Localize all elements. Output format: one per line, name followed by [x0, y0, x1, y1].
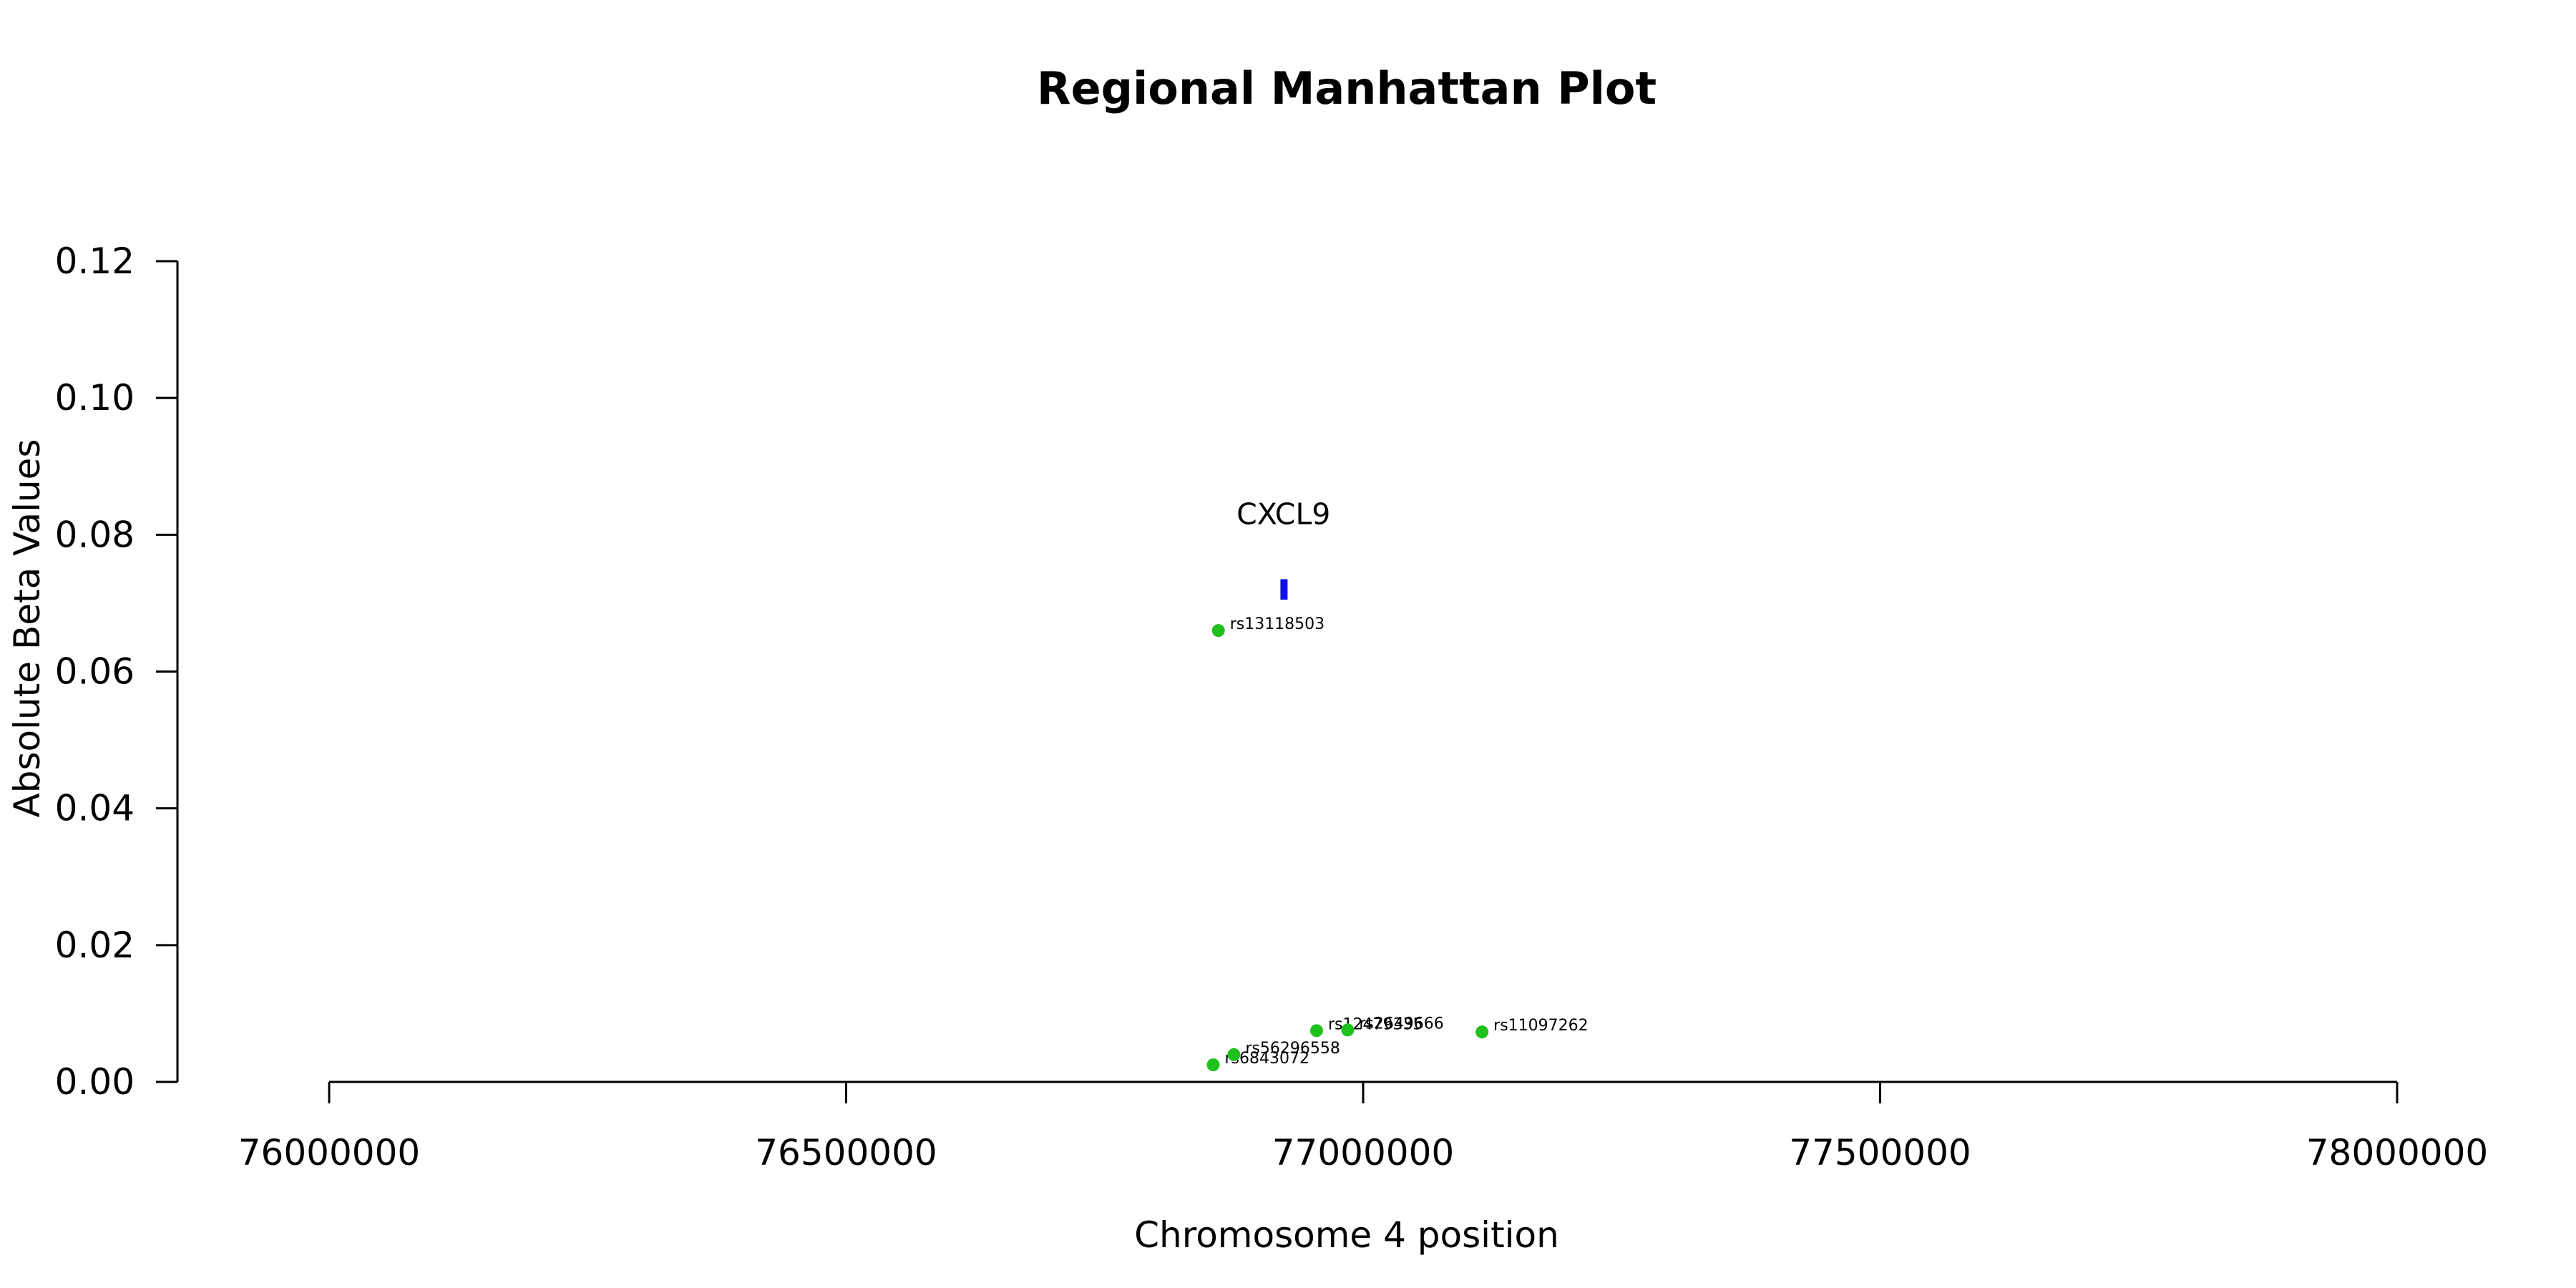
- snp-point: [1309, 1024, 1323, 1038]
- y-axis-label: Absolute Beta Values: [6, 439, 48, 818]
- y-axis: 0.00 0.02 0.04 0.06 0.08 0.10 0.12: [55, 240, 179, 1103]
- y-tick-label: 0.12: [55, 240, 135, 282]
- snp-point: [1211, 624, 1225, 638]
- snp-point: [1475, 1025, 1489, 1039]
- snp-point: [1341, 1023, 1355, 1037]
- snp-point: [1206, 1058, 1220, 1072]
- x-tick-label: 76000000: [238, 1132, 421, 1174]
- snp-points: rs6843072rs13118503rs56296558rs12479335r…: [1206, 615, 1589, 1072]
- x-tick-label: 77000000: [1272, 1132, 1455, 1174]
- snp-label: rs13118503: [1230, 615, 1324, 633]
- gene-label: CXCL9: [1236, 497, 1330, 531]
- x-tick-label: 76500000: [755, 1132, 937, 1174]
- chart-title: Regional Manhattan Plot: [1037, 62, 1657, 114]
- y-tick-label: 0.04: [55, 788, 135, 829]
- y-tick-label: 0.08: [55, 514, 135, 555]
- y-tick-label: 0.06: [55, 651, 135, 693]
- x-tick-label: 78000000: [2306, 1132, 2489, 1174]
- y-tick-label: 0.00: [55, 1061, 135, 1103]
- gene-track: CXCL9: [1236, 497, 1330, 600]
- snp-label: rs56296558: [1245, 1040, 1340, 1058]
- snp-label: rs11097262: [1493, 1017, 1588, 1035]
- y-tick-label: 0.10: [55, 377, 135, 419]
- snp-label: rs2649666: [1359, 1015, 1444, 1033]
- y-tick-label: 0.02: [55, 924, 135, 966]
- snp-point: [1227, 1048, 1241, 1061]
- x-axis-label: Chromosome 4 position: [1134, 1214, 1559, 1256]
- gene-bar: [1280, 579, 1288, 600]
- x-axis: 76000000 76500000 77000000 77500000 78000000: [238, 1080, 2489, 1174]
- x-tick-label: 77500000: [1789, 1132, 1971, 1174]
